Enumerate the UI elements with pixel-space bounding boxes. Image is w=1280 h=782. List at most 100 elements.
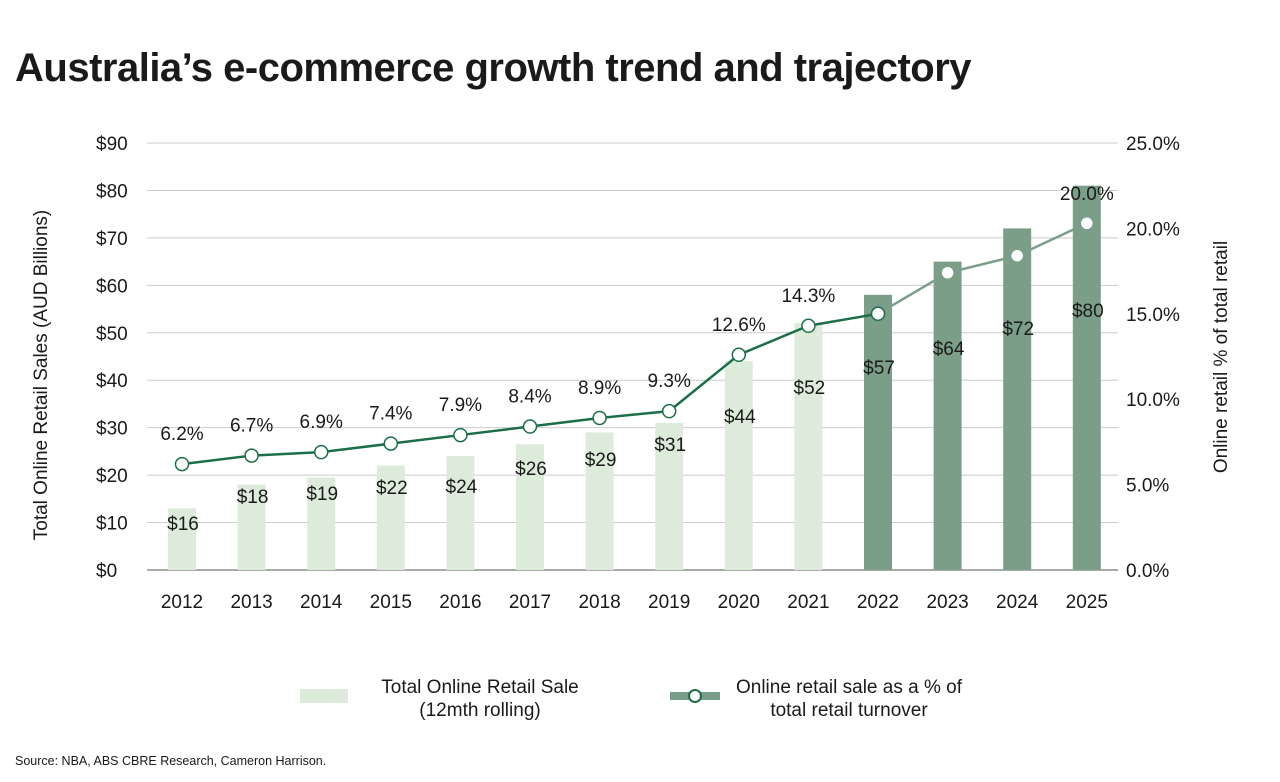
- legend-bar-swatch: [300, 689, 348, 703]
- y2-tick-label: 15.0%: [1126, 305, 1180, 326]
- bar-value-label: $31: [654, 435, 686, 456]
- bar: [237, 484, 266, 570]
- line-value-label: 7.4%: [369, 404, 412, 425]
- bar-value-label: $57: [863, 358, 895, 379]
- line-value-label: 20.0%: [1060, 184, 1114, 205]
- legend-bars-line2: (12mth rolling): [419, 700, 541, 721]
- line-segment: [947, 254, 1018, 275]
- y-tick-label: $70: [96, 229, 128, 250]
- bar: [794, 323, 823, 570]
- y-tick-label: $60: [96, 276, 128, 297]
- x-tick-label: 2018: [578, 592, 620, 613]
- line-marker: [940, 265, 955, 281]
- y2-tick-label: 0.0%: [1126, 561, 1169, 582]
- bar: [1003, 228, 1032, 570]
- bar-value-label: $24: [446, 477, 478, 498]
- x-tick-label: 2019: [648, 592, 690, 613]
- line-value-label: 14.3%: [781, 286, 835, 307]
- line-segment: [460, 425, 531, 437]
- line-marker: [731, 347, 747, 363]
- line-segment: [599, 409, 670, 420]
- line-marker: [522, 419, 538, 434]
- y2-tick-label: 10.0%: [1126, 390, 1180, 411]
- x-tick-label: 2015: [370, 592, 412, 613]
- y-tick-label: $50: [96, 324, 128, 345]
- x-tick-label: 2022: [857, 592, 899, 613]
- y-axis-title: Total Online Retail Sales (AUD Billions): [31, 210, 52, 541]
- y-tick-label: $80: [96, 181, 128, 202]
- x-tick-label: 2012: [161, 592, 203, 613]
- y-tick-label: $90: [96, 134, 128, 155]
- line-value-label: 6.2%: [160, 424, 203, 445]
- bar-value-label: $44: [724, 407, 756, 428]
- y2-tick-label: 5.0%: [1126, 476, 1169, 497]
- y-tick-label: $0: [96, 561, 117, 582]
- line-marker: [244, 448, 259, 463]
- x-tick-label: 2023: [926, 592, 968, 613]
- y-tick-label: $40: [96, 371, 128, 392]
- line-segment: [738, 324, 809, 356]
- bar-value-label: $29: [585, 450, 617, 471]
- x-tick-label: 2013: [230, 592, 272, 613]
- bar: [864, 294, 892, 570]
- line-segment: [1016, 222, 1088, 257]
- line-value-label: 12.6%: [712, 315, 766, 336]
- legend-bars-line1: Total Online Retail Sale: [381, 677, 579, 698]
- y2-tick-label: 20.0%: [1126, 219, 1180, 240]
- line-segment: [390, 433, 461, 445]
- line-segment: [808, 312, 879, 327]
- bar-value-label: $16: [167, 514, 199, 535]
- line-marker: [661, 403, 677, 419]
- line-marker: [1079, 216, 1095, 231]
- line-segment: [877, 271, 949, 315]
- y2-axis-title: Online retail % of total retail: [1211, 241, 1232, 473]
- bar: [516, 444, 544, 570]
- bar-value-label: $64: [933, 339, 965, 360]
- bar-value-label: $52: [794, 378, 826, 399]
- line-marker: [313, 444, 329, 460]
- line-segment: [529, 416, 600, 428]
- line-marker: [453, 427, 468, 443]
- bar: [724, 361, 753, 570]
- bar-value-label: $19: [306, 484, 338, 505]
- legend-line-swatch: [670, 689, 720, 703]
- line-segment: [181, 454, 252, 466]
- x-tick-label: 2025: [1066, 592, 1108, 613]
- x-tick-label: 2014: [300, 592, 343, 613]
- line-marker: [383, 436, 399, 451]
- y-tick-label: $30: [96, 419, 128, 440]
- line-segment: [321, 442, 391, 454]
- legend-line-line1: Online retail sale as a % of: [735, 677, 962, 698]
- bar-value-label: $26: [515, 459, 547, 480]
- bar-value-label: $18: [237, 487, 269, 508]
- y-tick-label: $10: [96, 514, 128, 535]
- line-marker: [1009, 248, 1025, 263]
- bar: [168, 508, 196, 570]
- bar: [376, 465, 405, 570]
- bar-value-label: $22: [376, 478, 408, 499]
- line-value-label: 6.9%: [300, 412, 343, 433]
- y2-tick-label: 25.0%: [1126, 134, 1180, 155]
- legend-bars-label: Total Online Retail Sale (12mth rolling): [350, 676, 610, 722]
- x-tick-label: 2016: [439, 592, 481, 613]
- line-value-label: 8.9%: [578, 378, 621, 399]
- line-value-label: 8.4%: [508, 387, 551, 408]
- line-segment: [668, 353, 740, 413]
- legend-line-line2: total retail turnover: [770, 700, 928, 721]
- bar: [446, 456, 475, 570]
- x-tick-label: 2024: [996, 592, 1039, 613]
- bar: [933, 261, 962, 570]
- bar: [585, 432, 614, 570]
- line-marker: [870, 306, 886, 322]
- line-value-label: 6.7%: [230, 416, 273, 437]
- chart-title: Australia’s e-commerce growth trend and …: [15, 46, 972, 90]
- bar: [655, 422, 684, 570]
- line-marker: [592, 410, 607, 426]
- bar-value-label: $72: [1002, 319, 1034, 340]
- line-marker: [801, 318, 816, 334]
- line-segment: [251, 450, 322, 457]
- bar: [1072, 185, 1101, 570]
- x-tick-label: 2017: [509, 592, 551, 613]
- y-tick-label: $20: [96, 466, 128, 487]
